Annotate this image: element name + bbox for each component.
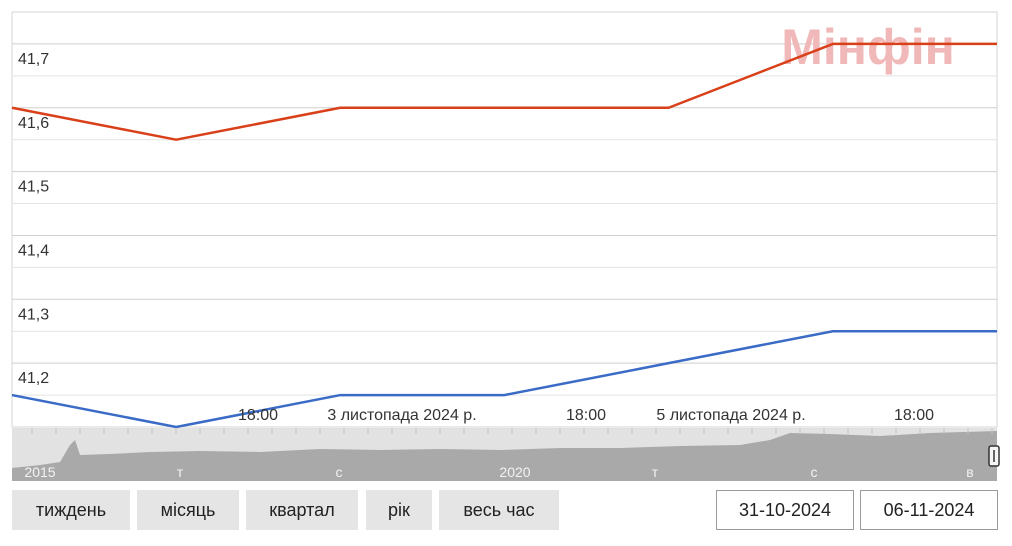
navigator-area	[12, 431, 997, 481]
x-tick-label: 18:00	[238, 407, 278, 424]
x-tick-label: 5 листопада 2024 р.	[656, 407, 805, 424]
y-tick-label: 41,3	[18, 306, 49, 323]
plot-area	[11, 11, 998, 428]
rate-chart[interactable]: 41,2 41,3 41,4 41,5 41,6 41,7 Мінфін 18:00 3 лис…	[0, 0, 1012, 488]
y-tick-label: 41,4	[18, 242, 49, 259]
chart-svg: 41,2 41,3 41,4 41,5 41,6 41,7 Мінфін 18:00 3 лис…	[11, 11, 1000, 481]
navigator-label: 2020	[499, 464, 530, 480]
range-year-button[interactable]: рік	[366, 490, 432, 530]
y-tick-label: 41,2	[18, 370, 49, 387]
range-week-button[interactable]: тиждень	[12, 490, 130, 530]
y-tick-label: 41,7	[18, 51, 49, 68]
chart-controls: тиждень місяць квартал рік весь час 31-1…	[0, 488, 1012, 546]
date-from-input[interactable]: 31-10-2024	[716, 490, 854, 530]
series-line-2[interactable]	[11, 329, 997, 429]
range-all-button[interactable]: весь час	[439, 490, 559, 530]
navigator-label: в	[966, 464, 973, 480]
y-tick-label: 41,5	[18, 179, 49, 196]
navigator-label: т	[177, 464, 184, 480]
x-tick-label: 18:00	[566, 407, 606, 424]
navigator-label: 2015	[24, 464, 55, 480]
navigator-label: с	[336, 464, 343, 480]
x-tick-label: 18:00	[894, 407, 934, 424]
date-to-input[interactable]: 06-11-2024	[860, 490, 998, 530]
navigator-label: с	[811, 464, 818, 480]
navigator-label: т	[652, 464, 659, 480]
range-quarter-button[interactable]: квартал	[246, 490, 358, 530]
x-tick-label: 3 листопада 2024 р.	[327, 407, 476, 424]
minfin-watermark: Мінфін	[781, 19, 955, 75]
range-month-button[interactable]: місяць	[137, 490, 239, 530]
series-line-1[interactable]	[11, 42, 997, 141]
y-tick-label: 41,6	[18, 115, 49, 132]
